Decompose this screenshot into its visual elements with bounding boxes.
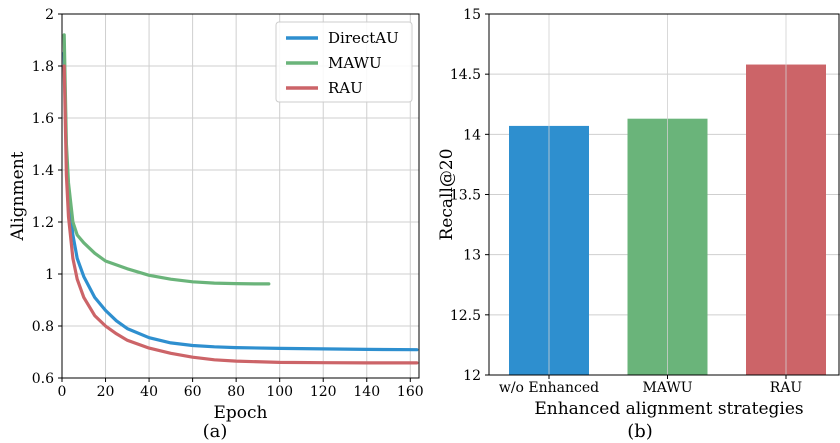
series-line-rau — [62, 64, 419, 365]
chart-a-x-tick-label: 80 — [227, 384, 245, 400]
chart-b-y-tick-label: 13.5 — [450, 188, 481, 204]
chart-b-x-axis-label: Enhanced alignment strategies — [534, 399, 803, 419]
chart-b-x-tick-label: w/o Enhanced — [499, 380, 599, 396]
chart-a-x-tick-label: 60 — [184, 384, 202, 400]
chart-a-x-axis-label: Epoch — [214, 403, 268, 423]
chart-b-y-tick-label: 14.5 — [450, 67, 481, 83]
chart-a-x-tick-label: 120 — [310, 384, 337, 400]
chart-b-y-tick-label: 12.5 — [450, 308, 481, 324]
chart-a-tick-labels: 0 20 40 60 80 100 120 140 160 0.6 0.8 1 1.2 1.4 1.6 1.8… — [32, 7, 424, 400]
chart-a-y-tick-label: 0.8 — [32, 319, 54, 335]
chart-b-vertical-grid — [548, 14, 787, 375]
chart-b-x-tick-label: MAWU — [642, 380, 692, 396]
chart-a-y-tick-label: 1.4 — [32, 163, 54, 179]
chart-a-x-tick-label: 160 — [397, 384, 424, 400]
chart-b-x-tick-label: RAU — [770, 380, 803, 396]
chart-a-y-tick-label: 1.8 — [32, 59, 54, 75]
series-line-directau — [62, 51, 419, 352]
chart-a-y-tick-label: 0.6 — [32, 371, 54, 387]
chart-b-y-axis-label: Recall@20 — [437, 148, 457, 240]
chart-a-x-tick-label: 140 — [353, 384, 380, 400]
legend-label-mawu: MAWU — [328, 54, 382, 72]
chart-b-y-tick-label: 15 — [463, 7, 481, 23]
chart-a-legend-box — [275, 21, 413, 103]
chart-a-y-axis-label: Alignment — [8, 151, 28, 241]
legend-label-directau: DirectAU — [328, 29, 399, 47]
chart-b-y-tick-label: 14 — [463, 127, 481, 143]
chart-b-y-tick-label: 12 — [463, 368, 481, 384]
chart-a-y-tick-label: 1 — [45, 267, 54, 283]
chart-a-legend: DirectAU MAWU RAU — [275, 21, 413, 103]
chart-a-x-tick-label: 100 — [266, 384, 293, 400]
chart-a-x-tick-label: 40 — [140, 384, 158, 400]
chart-a-caption: (a) — [203, 421, 228, 442]
chart-b-y-tick-label: 13 — [463, 248, 481, 264]
chart-a-y-tick-label: 1.6 — [32, 111, 54, 127]
chart-b-tick-labels: 12 12.5 13 13.5 14 14.5 15 w/o Enhanced MAWU RAU — [450, 7, 803, 396]
chart-b-caption: (b) — [627, 421, 653, 442]
alignment-line-chart: 0 20 40 60 80 100 120 140 160 0.6 0.8 1 1.2 1.4 1.6 1.8… — [8, 7, 424, 442]
chart-a-series-lines — [62, 33, 419, 365]
chart-a-x-tick-label: 20 — [97, 384, 115, 400]
chart-a-x-tick-label: 0 — [58, 384, 67, 400]
chart-a-y-tick-label: 1.2 — [32, 215, 54, 231]
chart-a-y-tick-label: 2 — [45, 7, 54, 23]
legend-label-rau: RAU — [328, 79, 363, 97]
chart-a-axes-frame — [61, 13, 420, 379]
series-line-mawu — [62, 33, 271, 286]
